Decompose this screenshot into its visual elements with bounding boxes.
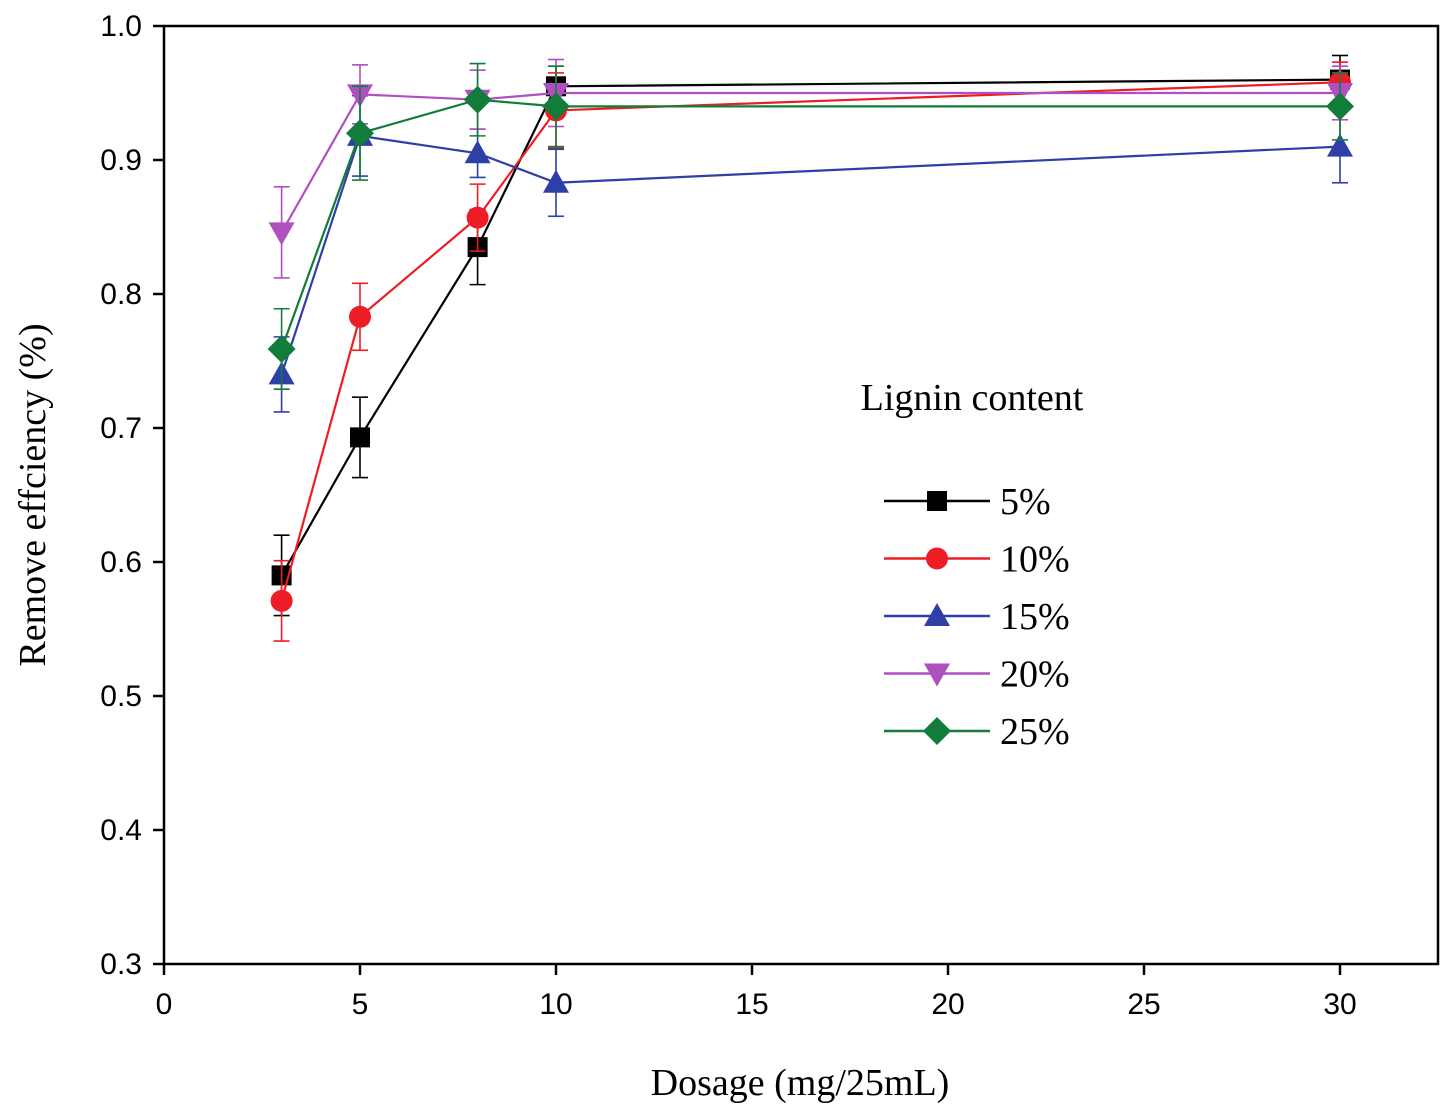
legend-item: 20% (884, 654, 1070, 696)
data-point (1326, 92, 1354, 121)
legend-item: 25% (884, 711, 1070, 753)
data-point (543, 169, 569, 193)
plot-frame (162, 24, 1440, 966)
x-tick-label: 15 (735, 988, 768, 1021)
legend-label: 25% (1000, 711, 1070, 753)
series-line (280, 98, 1340, 350)
x-tick-label: 5 (352, 988, 369, 1021)
legend-marker (924, 663, 950, 687)
data-point (270, 589, 293, 612)
series-15pct (268, 94, 1353, 413)
legend-label: 20% (1000, 654, 1070, 696)
legend-item: 5% (884, 481, 1051, 523)
y-tick-label: 0.5 (100, 680, 142, 713)
data-point (346, 119, 374, 148)
x-tick-label: 0 (156, 988, 173, 1021)
x-axis-title: Dosage (mg/25mL) (651, 1062, 950, 1104)
legend-marker (926, 547, 948, 570)
x-tick-label: 30 (1323, 988, 1356, 1021)
legend-marker (927, 491, 947, 511)
y-tick-label: 1.0 (100, 10, 142, 43)
legend-title: Lignin content (861, 377, 1084, 419)
data-point (349, 305, 371, 328)
series-line (280, 81, 1341, 602)
series-layer (267, 54, 1354, 642)
legend: 5% 10% 15% 20% 25% (884, 481, 1070, 753)
series-10pct (270, 61, 1351, 642)
legend-label: 10% (1000, 539, 1070, 581)
series-line (280, 134, 1341, 375)
legend-marker (923, 717, 951, 745)
x-tick-label: 25 (1127, 988, 1160, 1021)
y-axis-title: Remove effciency (%) (12, 323, 54, 666)
data-point (466, 206, 489, 229)
data-point (1327, 133, 1353, 157)
y-tick-label: 0.8 (100, 278, 142, 311)
series-20pct (268, 58, 1353, 279)
legend-item: 15% (884, 596, 1070, 638)
data-point (463, 85, 492, 114)
series-25pct (267, 62, 1354, 390)
data-point (542, 92, 570, 121)
data-point (350, 427, 370, 448)
series-line (280, 91, 1340, 233)
series-5pct (271, 54, 1350, 617)
axes: 0 5 10 15 20 25 30 0.3 0.4 0.5 0.6 0.7 0.8 0.9 1.0 (100, 10, 1356, 1021)
data-point (268, 222, 295, 246)
y-tick-label: 0.6 (100, 546, 142, 579)
x-tick-label: 20 (931, 988, 964, 1021)
legend-marker (924, 603, 950, 626)
y-tick-label: 0.3 (100, 948, 142, 981)
legend-label: 5% (1000, 481, 1051, 523)
data-point (267, 334, 296, 363)
y-tick-label: 0.4 (100, 814, 142, 847)
y-tick-label: 0.9 (100, 144, 142, 177)
legend-item: 10% (884, 539, 1070, 581)
data-point (464, 140, 491, 164)
y-tick-label: 0.7 (100, 412, 142, 445)
legend-label: 15% (1000, 596, 1070, 638)
x-tick-label: 10 (539, 988, 572, 1021)
